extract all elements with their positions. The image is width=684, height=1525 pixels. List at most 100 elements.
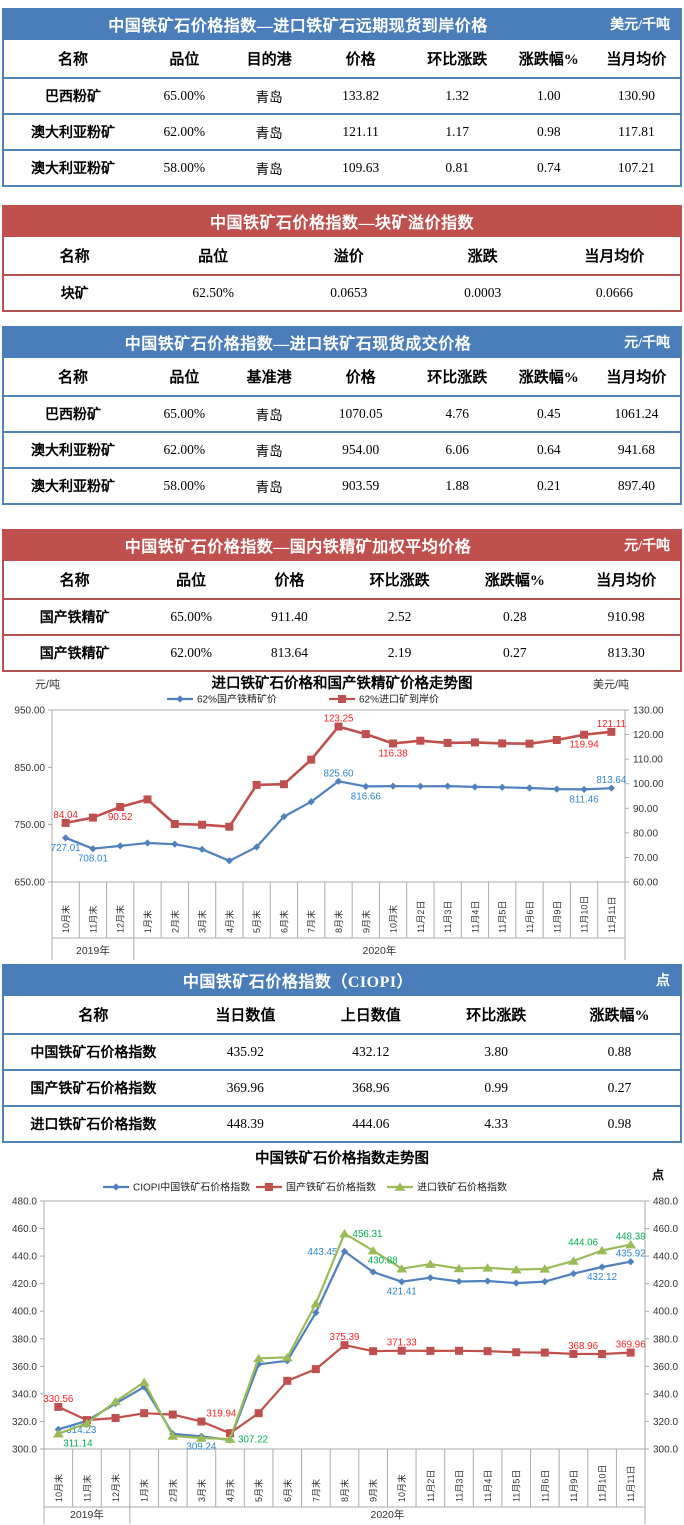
- chart-title: 进口铁矿石价格和国产铁精矿价格走势图: [212, 674, 473, 692]
- table-cell: 2.52: [387, 609, 412, 624]
- y-axis-tick-label: 440.0: [653, 1252, 678, 1263]
- y-axis-tick-label: 400.0: [653, 1307, 678, 1318]
- table-cell: 国产铁精矿: [3, 634, 146, 671]
- table-cell: 65.00%: [163, 406, 206, 421]
- plot-area-border: [51, 709, 626, 883]
- axis-unit-label: 点: [652, 1167, 664, 1182]
- y-axis-tick-label: 300.0: [653, 1445, 678, 1456]
- x-axis-label: 7月末: [310, 1479, 321, 1502]
- data-point-marker: [225, 822, 234, 831]
- domestic-concentrate-table: 名称 品位 价格 环比涨跌 涨跌幅% 当月均价 国产铁精矿 65.00% 911.40 2.52 0…: [2, 561, 682, 672]
- data-point-marker: [310, 1299, 322, 1308]
- data-point-marker: [116, 842, 124, 850]
- data-point-marker: [307, 755, 316, 764]
- table-cell: 448.39: [182, 1105, 309, 1142]
- data-point-marker: [453, 1263, 465, 1273]
- data-point-marker: [311, 1365, 320, 1374]
- data-point-marker: [625, 1239, 637, 1249]
- table-cell: 0.98: [504, 113, 593, 150]
- data-point-marker: [498, 783, 506, 791]
- column-header: 环比涨跌: [409, 40, 505, 79]
- data-point-marker: [340, 1247, 349, 1255]
- table-cell: 中国铁矿石价格指数: [30, 1046, 157, 1061]
- data-point-marker: [541, 1278, 549, 1286]
- data-point-marker: [279, 780, 288, 789]
- data-point-marker: [596, 1245, 608, 1255]
- table-cell: 117.81: [592, 113, 681, 150]
- y-axis-tick-label: 320.0: [12, 1417, 37, 1428]
- table-unit: 元/千吨: [624, 336, 670, 351]
- table-cell: 107.21: [592, 149, 681, 186]
- table-cell: 1.88: [409, 467, 505, 504]
- x-axis-label: 3月末: [197, 910, 208, 933]
- table-cell: 0.99: [433, 1069, 559, 1106]
- data-point-marker: [424, 1259, 436, 1268]
- table-cell: 青岛: [226, 113, 312, 150]
- column-header: 当月均价: [592, 40, 681, 79]
- x-axis-label: 11月3日: [443, 901, 453, 933]
- data-point-marker: [553, 785, 561, 793]
- data-label: 430.88: [368, 1256, 399, 1267]
- data-point-marker: [510, 1265, 522, 1274]
- import-forward-table: 名称 品位 目的港 价格 环比涨跌 涨跌幅% 当月均价 巴西粉矿 65.00% 青岛 133.82 1…: [2, 40, 682, 187]
- data-point-marker: [580, 730, 589, 739]
- table-row: 巴西粉矿 65.00% 青岛 1070.05 4.76 0.45 1061.24: [3, 396, 681, 432]
- header-row: 名称 品位 目的港 价格 环比涨跌 涨跌幅% 当月均价: [3, 40, 681, 79]
- y-axis-tick-label: 480.0: [653, 1197, 678, 1208]
- data-point-marker: [253, 1353, 265, 1363]
- data-point-marker: [398, 1278, 406, 1286]
- y-axis-tick-label: 460.0: [653, 1224, 678, 1235]
- y-axis-tick-label: 120.00: [633, 730, 664, 741]
- x-axis-label: 12月末: [110, 1474, 121, 1502]
- table-title-bar: 中国铁矿石价格指数—进口铁矿石现货成交价格 元/千吨: [2, 326, 682, 358]
- x-axis-label: 11月3日: [454, 1470, 464, 1502]
- data-point-marker: [426, 1346, 435, 1355]
- column-header: 环比涨跌: [341, 561, 458, 600]
- data-point-marker: [198, 820, 207, 829]
- x-axis-label: 4月末: [225, 1479, 236, 1502]
- table-cell: 0.88: [607, 1044, 632, 1059]
- data-point-marker: [89, 845, 97, 853]
- data-point-marker: [171, 840, 179, 848]
- data-label: 448.39: [616, 1232, 646, 1243]
- x-axis-label: 11月11日: [607, 896, 617, 933]
- legend-label: 62%进口矿到岸价: [359, 693, 439, 706]
- data-point-marker: [369, 1347, 378, 1356]
- header-row: 名称 品位 溢价 涨跌 当月均价: [3, 237, 681, 276]
- y-axis-tick-label: 380.0: [653, 1334, 678, 1345]
- y-axis-tick-label: 90.00: [633, 804, 658, 815]
- data-label: 330.56: [43, 1394, 74, 1405]
- column-header: 名称: [3, 358, 142, 397]
- table-cell: 进口铁矿石价格指数: [3, 1105, 183, 1142]
- data-point-marker: [569, 1270, 578, 1278]
- y-axis-tick-label: 750.00: [14, 820, 45, 831]
- data-label: 319.94: [206, 1409, 237, 1420]
- table-cell: 1061.24: [614, 406, 659, 421]
- y-axis-tick-label: 130.00: [633, 706, 664, 717]
- table-row: 进口铁矿石价格指数 448.39 444.06 4.33 0.98: [3, 1105, 681, 1142]
- table-cell: 444.06: [308, 1105, 434, 1142]
- table-cell: 澳大利亚粉矿: [3, 467, 142, 504]
- table-cell: 0.81: [409, 149, 505, 186]
- x-axis-label: 9月末: [360, 910, 371, 933]
- table-cell: 1.32: [445, 88, 470, 103]
- data-point-marker: [362, 782, 370, 791]
- data-point-marker: [338, 695, 346, 703]
- table-cell: 巴西粉矿: [44, 408, 101, 423]
- table-cell: 58.00%: [141, 149, 227, 186]
- data-point-marker: [312, 1309, 320, 1317]
- x-axis-label: 10月末: [388, 905, 399, 933]
- legend-label: 进口铁矿石价格指数: [417, 1181, 507, 1194]
- data-point-marker: [540, 1348, 549, 1357]
- column-header: 价格: [311, 358, 410, 397]
- data-point-marker: [552, 735, 561, 744]
- table-row: 澳大利亚粉矿 62.00% 青岛 954.00 6.06 0.64 941.68: [3, 431, 681, 468]
- column-header: 涨跌幅%: [457, 561, 573, 600]
- left-axis-unit-label: 元/吨: [35, 678, 60, 691]
- table-row: 澳大利亚粉矿 58.00% 青岛 109.63 0.81 0.74 107.21: [3, 149, 681, 186]
- legend-label: 62%国产铁精矿价: [197, 693, 277, 706]
- table-cell: 澳大利亚粉矿: [3, 113, 142, 150]
- x-axis-label: 11月6日: [540, 1470, 550, 1502]
- column-header: 品位: [141, 40, 227, 79]
- y-axis-tick-label: 60.00: [633, 878, 658, 889]
